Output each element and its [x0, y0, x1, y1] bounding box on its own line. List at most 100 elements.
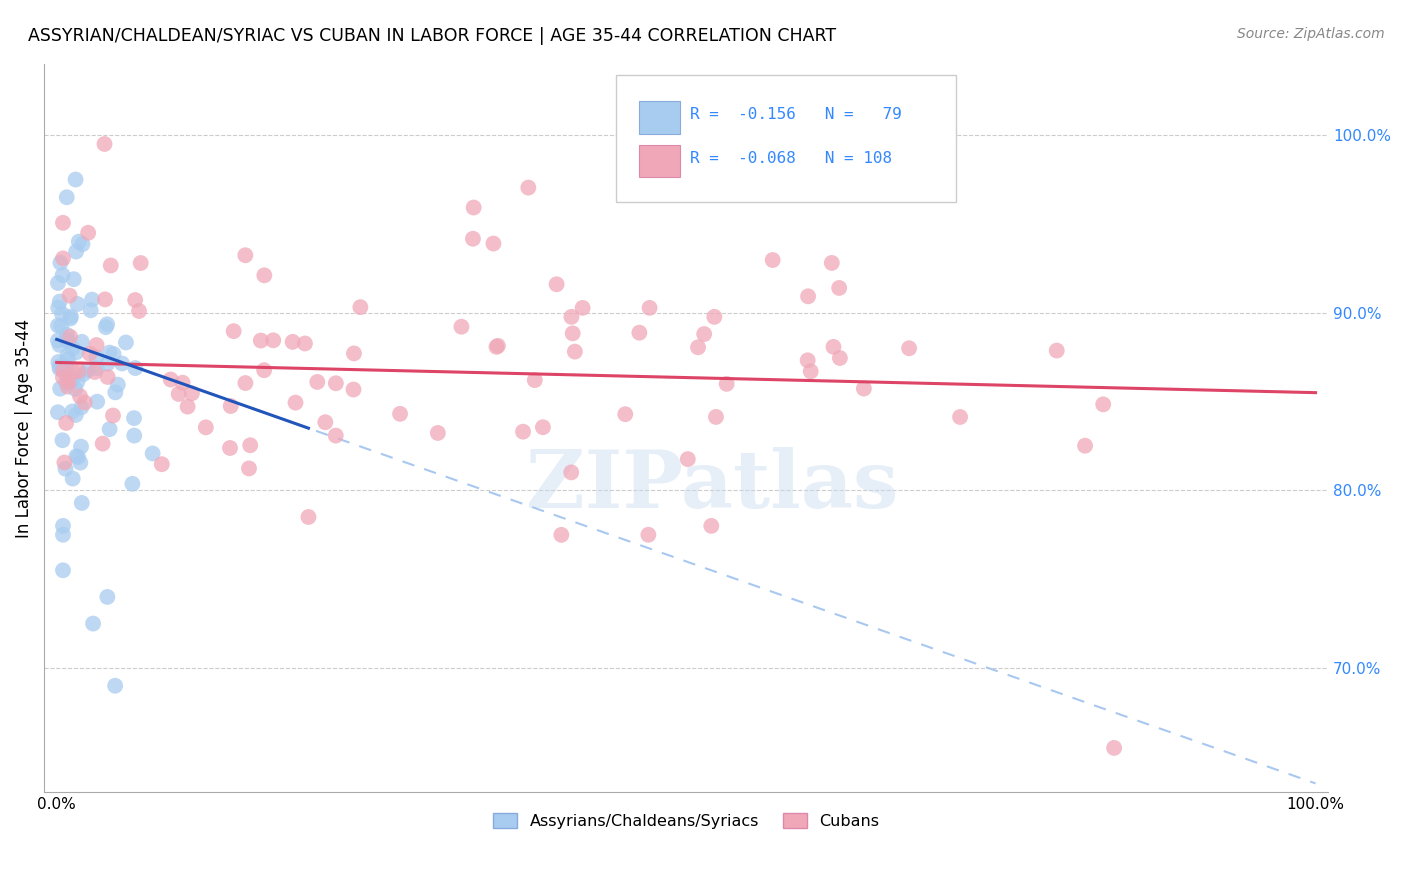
Point: [86, 350, 108, 364]
Point: [62, 472, 84, 486]
Y-axis label: In Labor Force | Age 35-44: In Labor Force | Age 35-44: [15, 318, 32, 538]
Point: [281, 334, 304, 349]
Point: [66, 375, 89, 389]
Point: [238, 461, 260, 475]
Point: [219, 441, 242, 455]
Point: [560, 310, 582, 324]
Point: [253, 363, 276, 377]
Point: [693, 327, 716, 342]
Point: [250, 334, 273, 348]
Point: [389, 407, 412, 421]
Point: [219, 399, 242, 413]
Point: [104, 679, 127, 693]
Point: [62, 341, 84, 355]
Point: [797, 289, 820, 303]
Point: [101, 409, 124, 423]
Point: [46, 276, 69, 290]
Point: [167, 387, 190, 401]
Point: [762, 253, 785, 268]
Point: [52, 370, 75, 384]
Point: [67, 364, 90, 378]
Point: [703, 310, 725, 324]
Point: [80, 303, 103, 318]
Text: ZIPatlas: ZIPatlas: [526, 448, 898, 525]
Point: [716, 376, 738, 391]
Point: [111, 356, 134, 370]
Point: [56, 349, 79, 363]
Point: [800, 364, 823, 378]
Point: [52, 528, 75, 542]
Point: [56, 327, 79, 342]
Point: [852, 382, 875, 396]
Point: [314, 415, 336, 429]
Point: [512, 425, 534, 439]
Point: [122, 428, 145, 442]
Point: [284, 395, 307, 409]
Point: [48, 338, 70, 352]
Point: [564, 344, 586, 359]
Point: [239, 438, 262, 452]
Point: [86, 394, 108, 409]
Point: [686, 340, 709, 354]
Point: [307, 375, 329, 389]
Point: [46, 301, 69, 315]
Point: [80, 293, 103, 307]
Point: [65, 172, 87, 186]
Point: [55, 375, 77, 389]
Point: [96, 357, 118, 371]
Point: [70, 496, 93, 510]
Point: [103, 347, 125, 361]
Point: [55, 190, 77, 204]
Point: [122, 411, 145, 425]
Point: [66, 450, 89, 464]
Point: [325, 428, 347, 442]
Point: [486, 339, 509, 353]
Point: [58, 375, 80, 389]
Point: [796, 353, 818, 368]
Point: [142, 446, 165, 460]
Point: [58, 288, 80, 302]
FancyBboxPatch shape: [638, 101, 679, 134]
Point: [83, 365, 105, 379]
Point: [124, 361, 146, 376]
Point: [176, 400, 198, 414]
Point: [67, 235, 90, 249]
Text: R =  -0.068   N = 108: R = -0.068 N = 108: [690, 151, 891, 166]
Point: [898, 341, 921, 355]
Point: [159, 372, 181, 386]
Point: [86, 338, 108, 352]
Point: [49, 382, 72, 396]
Point: [82, 616, 104, 631]
FancyBboxPatch shape: [616, 75, 956, 202]
Point: [62, 365, 84, 379]
Point: [62, 272, 84, 286]
Point: [550, 528, 572, 542]
Point: [69, 456, 91, 470]
Point: [65, 345, 87, 359]
Point: [59, 311, 82, 326]
Point: [65, 408, 87, 422]
Point: [129, 256, 152, 270]
Point: [86, 361, 108, 376]
FancyBboxPatch shape: [638, 145, 679, 178]
Point: [571, 301, 593, 315]
Point: [77, 226, 100, 240]
Point: [52, 268, 75, 282]
Point: [51, 434, 73, 448]
Point: [48, 359, 70, 374]
Point: [69, 389, 91, 403]
Point: [104, 385, 127, 400]
Point: [72, 237, 94, 252]
Point: [150, 457, 173, 471]
Point: [49, 294, 72, 309]
Point: [523, 373, 546, 387]
Point: [828, 351, 851, 365]
Point: [58, 372, 80, 386]
Point: [56, 334, 79, 348]
Point: [194, 420, 217, 434]
Point: [96, 590, 118, 604]
Point: [52, 519, 75, 533]
Point: [55, 360, 77, 375]
Point: [638, 301, 661, 315]
Point: [70, 401, 93, 415]
